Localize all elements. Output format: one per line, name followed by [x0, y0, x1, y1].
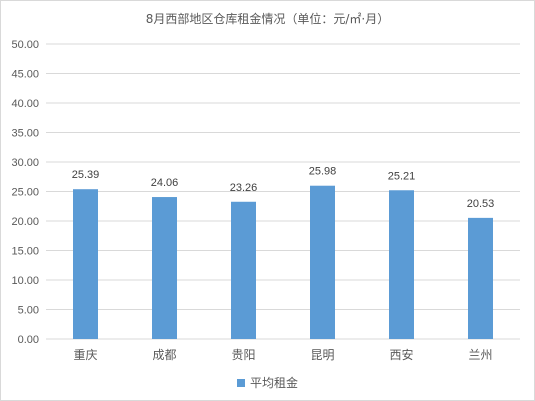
- x-tick-label: 昆明: [310, 348, 334, 362]
- y-tick-label: 15.00: [11, 246, 39, 258]
- bar: [73, 189, 98, 339]
- data-label: 25.21: [388, 170, 416, 182]
- y-tick-label: 10.00: [11, 275, 39, 287]
- y-tick-label: 50.00: [11, 39, 39, 51]
- y-tick-label: 45.00: [11, 69, 39, 81]
- y-tick-label: 35.00: [11, 128, 39, 140]
- bar: [468, 217, 493, 339]
- data-label: 20.53: [467, 198, 495, 210]
- y-tick-label: 20.00: [11, 216, 39, 228]
- x-tick-label: 贵阳: [231, 348, 255, 362]
- x-tick-label: 重庆: [73, 348, 97, 362]
- y-tick-label: 25.00: [11, 187, 39, 199]
- x-tick-label: 西安: [389, 347, 413, 362]
- x-tick-label: 兰州: [468, 348, 492, 362]
- y-tick-label: 5.00: [18, 305, 39, 317]
- y-tick-label: 40.00: [11, 98, 39, 110]
- bar: [152, 197, 177, 339]
- y-tick-label: 30.00: [11, 157, 39, 169]
- chart-legend: 平均租金: [0, 374, 535, 391]
- bar: [231, 201, 256, 339]
- data-label: 25.39: [72, 169, 100, 181]
- data-label: 23.26: [230, 182, 258, 194]
- data-label: 25.98: [309, 166, 337, 178]
- legend-label: 平均租金: [249, 376, 298, 390]
- legend-swatch: [236, 378, 245, 387]
- data-label: 24.06: [151, 177, 179, 189]
- chart-title: 8月西部地区仓库租金情况（单位：元/㎡·月）: [145, 12, 390, 26]
- x-tick-label: 成都: [152, 348, 176, 362]
- bar: [310, 185, 335, 339]
- y-tick-label: 0.00: [18, 334, 39, 346]
- bar: [389, 190, 414, 339]
